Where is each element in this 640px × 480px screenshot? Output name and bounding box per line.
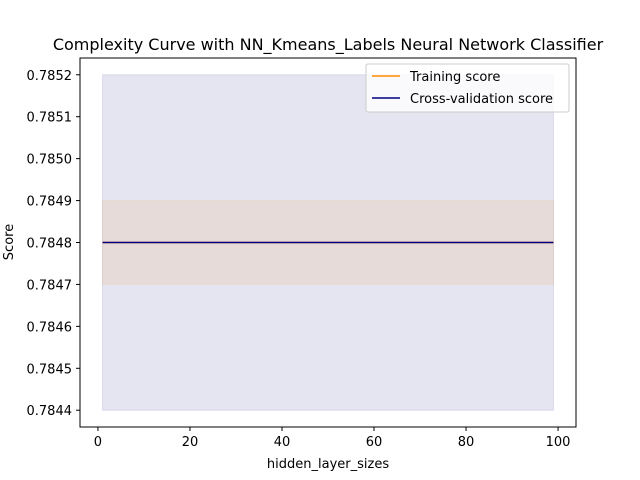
legend: Training score Cross-validation score xyxy=(365,63,570,113)
x-axis-ticks: 0 20 40 60 80 100 xyxy=(94,427,571,450)
x-axis-label: hidden_layer_sizes xyxy=(267,457,389,472)
y-tick-label: 0.7852 xyxy=(27,69,73,84)
legend-box xyxy=(365,63,570,113)
y-axis-label: Score xyxy=(2,224,17,260)
legend-label-cross-validation: Cross-validation score xyxy=(410,92,553,107)
x-tick-label: 20 xyxy=(182,435,199,450)
legend-label-training: Training score xyxy=(409,70,500,85)
y-tick-label: 0.7846 xyxy=(27,320,73,335)
x-tick-label: 100 xyxy=(546,435,571,450)
y-tick-label: 0.7848 xyxy=(27,237,73,252)
y-tick-label: 0.7849 xyxy=(27,195,73,210)
x-tick-label: 80 xyxy=(458,435,475,450)
x-tick-label: 40 xyxy=(274,435,291,450)
y-tick-label: 0.7851 xyxy=(27,111,73,126)
y-tick-label: 0.7845 xyxy=(27,362,73,377)
y-axis-ticks: 0.7844 0.7845 0.7846 0.7847 0.7848 0.7849 0.78… xyxy=(27,69,80,419)
y-tick-label: 0.7850 xyxy=(27,153,73,168)
y-tick-label: 0.7844 xyxy=(27,404,73,419)
y-tick-label: 0.7847 xyxy=(27,278,73,293)
chart-title: Complexity Curve with NN_Kmeans_Labels N… xyxy=(53,35,604,55)
x-tick-label: 60 xyxy=(366,435,383,450)
x-tick-label: 0 xyxy=(94,435,102,450)
